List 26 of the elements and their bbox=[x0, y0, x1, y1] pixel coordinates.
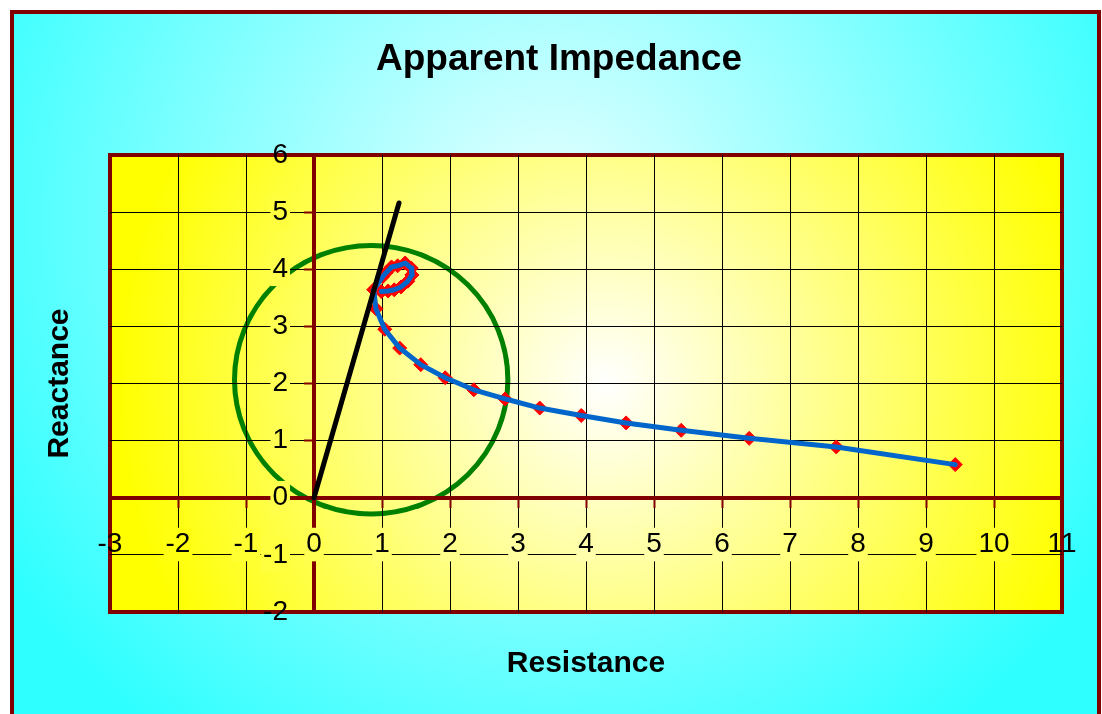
y-tick-label: 1 bbox=[272, 423, 288, 455]
x-tick-label: -2 bbox=[165, 527, 191, 559]
y-tick-label: 2 bbox=[272, 366, 288, 398]
x-tick-label: 8 bbox=[850, 527, 866, 559]
x-tick-label: 3 bbox=[510, 527, 526, 559]
x-tick-label: -3 bbox=[97, 527, 123, 559]
y-tick-label: 5 bbox=[272, 194, 288, 226]
x-tick-label: 9 bbox=[918, 527, 934, 559]
chart-title: Apparent Impedance bbox=[376, 37, 742, 79]
x-axis-title: Resistance bbox=[506, 645, 666, 679]
x-tick-label: 6 bbox=[714, 527, 730, 559]
x-tick-label: 1 bbox=[374, 527, 390, 559]
x-tick-label: 0 bbox=[306, 527, 322, 559]
y-tick-label: 4 bbox=[272, 251, 288, 283]
x-tick-label: 7 bbox=[782, 527, 798, 559]
y-tick-label: -2 bbox=[263, 594, 288, 626]
x-tick-label: 5 bbox=[646, 527, 662, 559]
x-tick-label: 2 bbox=[442, 527, 458, 559]
y-tick-label: 6 bbox=[272, 137, 288, 169]
x-tick-label: 4 bbox=[578, 527, 594, 559]
x-tick-label: 11 bbox=[1047, 527, 1077, 559]
y-tick-label: 0 bbox=[272, 480, 288, 512]
x-tick-label: -1 bbox=[233, 527, 259, 559]
y-axis-title: Reactance bbox=[41, 308, 75, 459]
y-tick-label: 3 bbox=[272, 309, 288, 341]
x-tick-label: 10 bbox=[978, 527, 1010, 559]
